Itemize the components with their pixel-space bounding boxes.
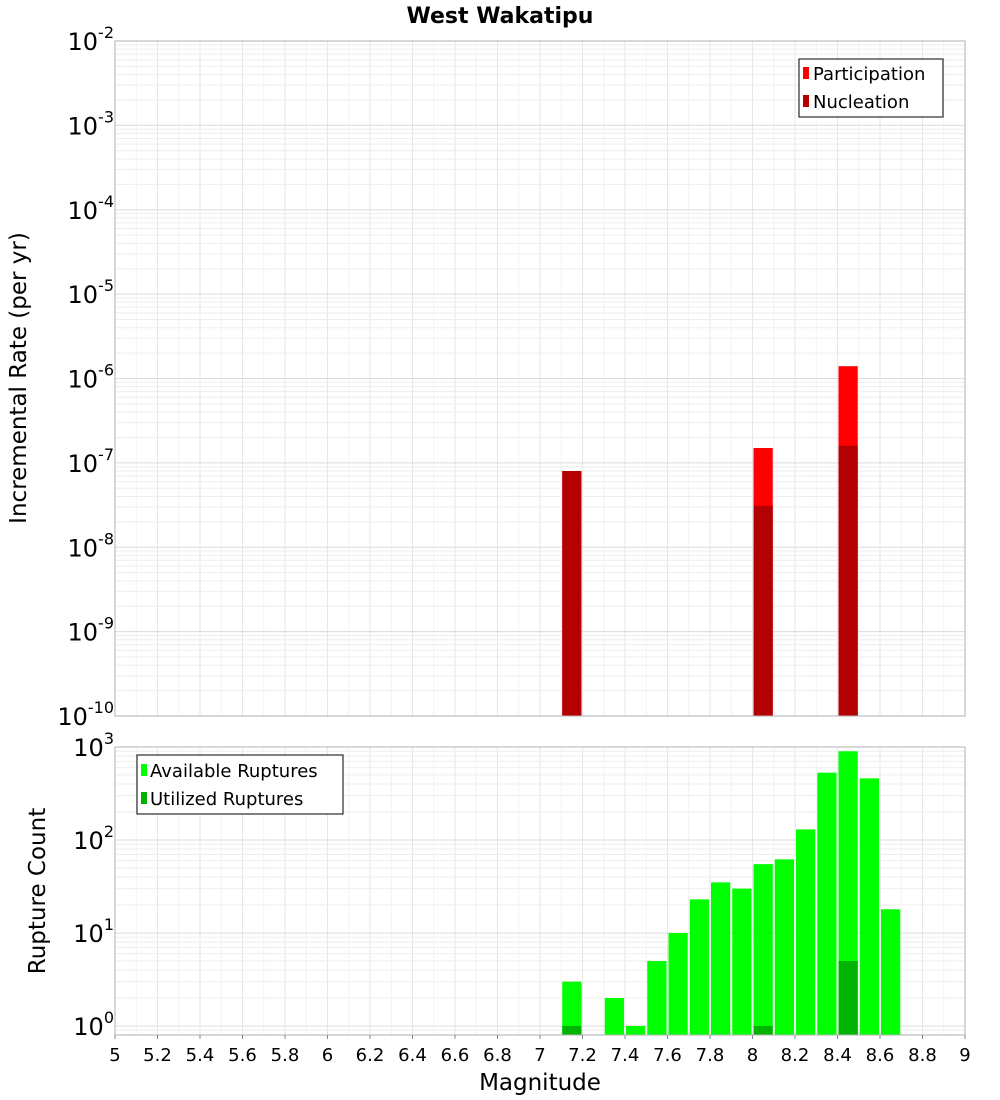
bar-available-ruptures [881, 909, 901, 1035]
bottom-y-axis-label: Rupture Count [25, 808, 51, 974]
x-axis-label: Magnitude [479, 1070, 601, 1096]
bar-available-ruptures [859, 778, 879, 1035]
legend-utilized: Utilized Ruptures [150, 789, 303, 810]
x-tick-label: 7 [534, 1045, 545, 1066]
x-tick-label: 6.2 [356, 1045, 385, 1066]
y-tick-label: 103 [73, 729, 114, 762]
bar-available-ruptures [689, 899, 709, 1035]
x-tick-label: 5.2 [143, 1045, 172, 1066]
x-tick-label: 7.4 [611, 1045, 640, 1066]
x-tick-label: 5 [109, 1045, 120, 1066]
bar-available-ruptures [647, 960, 667, 1035]
y-tick-label: 10-7 [68, 445, 115, 478]
bar-utilized-ruptures [838, 960, 858, 1035]
bar-utilized-ruptures [753, 1025, 773, 1035]
bar-available-ruptures [753, 864, 773, 1035]
legend-nucleation: Nucleation [813, 92, 909, 113]
bar-utilized-ruptures [562, 1025, 582, 1035]
x-tick-label: 6.4 [398, 1045, 427, 1066]
bar-available-ruptures [668, 932, 688, 1035]
top-y-axis-label: Incremental Rate (per yr) [6, 232, 32, 524]
plot-frame [114, 40, 966, 717]
x-tick-label: 8 [747, 1045, 758, 1066]
bar-available-ruptures [817, 772, 837, 1035]
x-tick-label: 5.8 [271, 1045, 300, 1066]
bar-nucleation [562, 471, 582, 716]
x-tick-label: 6.8 [483, 1045, 512, 1066]
bar-layer [562, 366, 901, 1035]
y-tick-label: 10-8 [68, 529, 115, 562]
y-tick-label: 10-5 [68, 276, 115, 309]
x-tick-label: 8.4 [823, 1045, 852, 1066]
y-tick-label: 101 [73, 915, 114, 948]
tick-layer: 10-2 10-3 10-4 10-5 10-6 10-7 10-8 10-9 10-10103… [57, 23, 970, 1066]
legend-participation: Participation [813, 64, 925, 85]
x-tick-label: 8.6 [866, 1045, 895, 1066]
y-tick-label: 10-2 [68, 23, 115, 56]
x-tick-label: 8.8 [908, 1045, 937, 1066]
y-tick-label: 100 [73, 1008, 114, 1041]
x-tick-label: 5.4 [186, 1045, 215, 1066]
x-tick-label: 6 [322, 1045, 333, 1066]
bottom-legend: Available Ruptures Utilized Ruptures [136, 754, 344, 815]
x-tick-label: 9 [959, 1045, 970, 1066]
x-tick-label: 5.6 [228, 1045, 257, 1066]
bar-available-ruptures [774, 859, 794, 1035]
bar-available-ruptures [796, 829, 816, 1035]
y-tick-label: 10-3 [68, 107, 115, 140]
bar-available-ruptures [562, 981, 582, 1035]
y-tick-label: 10-10 [57, 698, 114, 731]
x-tick-label: 7.8 [696, 1045, 725, 1066]
y-tick-label: 10-4 [68, 192, 115, 225]
x-tick-label: 6.6 [441, 1045, 470, 1066]
nucleation-swatch [803, 95, 809, 107]
bar-available-ruptures [711, 882, 731, 1035]
available-swatch [141, 764, 147, 776]
y-tick-label: 10-6 [68, 361, 115, 394]
y-tick-label: 102 [73, 822, 114, 855]
participation-swatch [803, 67, 809, 79]
bar-available-ruptures [732, 888, 752, 1035]
chart-title: West Wakatipu [407, 4, 594, 29]
grid-layer [114, 40, 966, 1036]
y-tick-label: 10-9 [68, 614, 115, 647]
x-tick-label: 7.6 [653, 1045, 682, 1066]
x-tick-label: 7.2 [568, 1045, 597, 1066]
top-legend: Participation Nucleation [798, 58, 944, 118]
bar-available-ruptures [604, 997, 624, 1035]
bar-nucleation [753, 505, 773, 716]
legend-available: Available Ruptures [150, 761, 318, 782]
bar-nucleation [838, 445, 858, 716]
top-legend-box [798, 58, 944, 118]
bottom-legend-box [136, 754, 344, 815]
x-tick-label: 8.2 [781, 1045, 810, 1066]
utilized-swatch [141, 792, 147, 804]
bar-available-ruptures [626, 1025, 646, 1035]
